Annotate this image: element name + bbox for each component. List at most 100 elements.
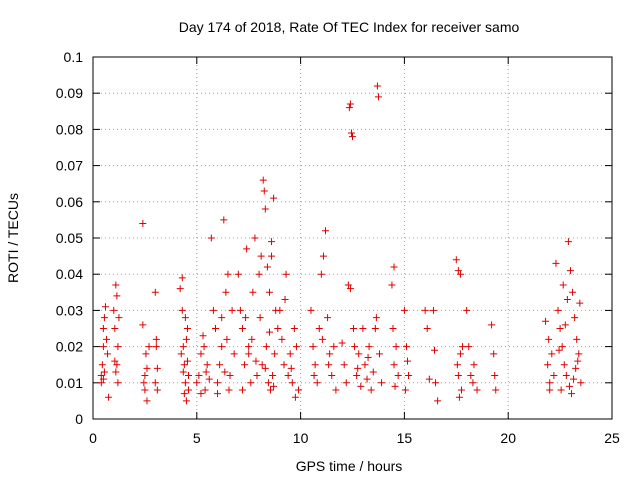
data-point: [274, 325, 282, 332]
data-point: [310, 372, 318, 380]
data-point: [99, 325, 107, 332]
data-point: [139, 220, 147, 228]
data-point: [491, 372, 499, 380]
data-point: [271, 350, 279, 358]
data-point: [112, 281, 120, 289]
data-point: [234, 270, 242, 278]
data-point: [280, 361, 288, 369]
data-point: [182, 397, 190, 405]
data-point: [544, 361, 552, 369]
data-point: [391, 382, 399, 390]
data-point: [151, 288, 159, 296]
data-point: [546, 379, 554, 387]
data-point: [241, 361, 249, 369]
data-point: [353, 372, 361, 380]
data-point: [423, 325, 431, 332]
x-tick-label: 10: [293, 430, 309, 446]
y-tick-label: 0.09: [56, 85, 83, 101]
data-point: [364, 353, 372, 361]
data-point: [110, 306, 118, 314]
data-point: [346, 100, 354, 108]
data-point: [142, 350, 150, 358]
data-point: [199, 332, 207, 340]
data-point: [222, 288, 230, 296]
data-point: [374, 93, 382, 101]
data-point: [367, 386, 375, 394]
data-point: [389, 325, 397, 332]
data-point: [554, 306, 562, 314]
data-point: [276, 306, 284, 314]
data-point: [255, 270, 263, 278]
data-point: [97, 379, 105, 387]
data-point: [467, 372, 475, 380]
y-tick-label: 0.04: [56, 266, 83, 282]
x-tick-label: 20: [500, 430, 516, 446]
data-point: [264, 379, 272, 387]
data-point: [351, 343, 359, 351]
data-point: [178, 306, 186, 314]
data-point: [434, 397, 442, 405]
data-point: [180, 361, 188, 369]
data-point: [115, 314, 123, 322]
data-point: [490, 350, 498, 358]
data-point: [311, 361, 319, 369]
data-points: [97, 82, 585, 405]
data-point: [454, 267, 462, 275]
data-point: [152, 335, 160, 343]
data-point: [557, 386, 565, 394]
data-point: [207, 234, 215, 242]
x-tick-label: 15: [397, 430, 413, 446]
data-point: [268, 238, 276, 246]
data-point: [340, 361, 348, 369]
data-point: [369, 368, 377, 376]
data-point: [453, 361, 461, 369]
data-point: [552, 259, 560, 267]
data-point: [568, 390, 576, 398]
data-point: [405, 372, 413, 380]
data-point: [576, 299, 584, 307]
data-point: [292, 343, 300, 351]
data-point: [98, 361, 106, 369]
data-point: [465, 343, 473, 351]
data-point: [245, 343, 253, 351]
data-point: [324, 314, 332, 322]
data-point: [317, 270, 325, 278]
data-point: [457, 386, 465, 394]
data-point: [402, 343, 410, 351]
data-point: [565, 382, 573, 390]
y-tick-label: 0.06: [56, 194, 83, 210]
data-point: [573, 335, 581, 343]
data-point: [561, 321, 569, 329]
data-point: [559, 281, 567, 289]
y-tick-label: 0.01: [56, 375, 83, 391]
data-point: [238, 386, 246, 394]
data-point: [354, 364, 362, 372]
data-point: [205, 375, 213, 383]
data-point: [111, 325, 119, 332]
data-point: [558, 343, 566, 351]
data-point: [392, 343, 400, 351]
data-point: [242, 314, 250, 322]
y-axis-title: ROTI / TECUs: [5, 193, 21, 283]
data-point: [143, 364, 151, 372]
data-point: [230, 350, 238, 358]
data-point: [284, 372, 292, 380]
data-point: [203, 361, 211, 369]
data-point: [257, 252, 265, 260]
data-point: [178, 274, 186, 282]
data-point: [550, 372, 558, 380]
data-point: [459, 343, 467, 351]
data-point: [184, 386, 192, 394]
data-point: [577, 379, 585, 387]
data-point: [99, 343, 107, 351]
data-point: [542, 317, 550, 325]
data-point: [290, 325, 298, 332]
x-tick-label: 0: [89, 430, 97, 446]
y-tick-label: 0.1: [64, 49, 84, 65]
data-point: [263, 263, 271, 271]
data-point: [251, 234, 259, 242]
data-point: [400, 306, 408, 314]
data-point: [102, 335, 110, 343]
data-point: [220, 216, 228, 224]
data-point: [338, 339, 346, 347]
